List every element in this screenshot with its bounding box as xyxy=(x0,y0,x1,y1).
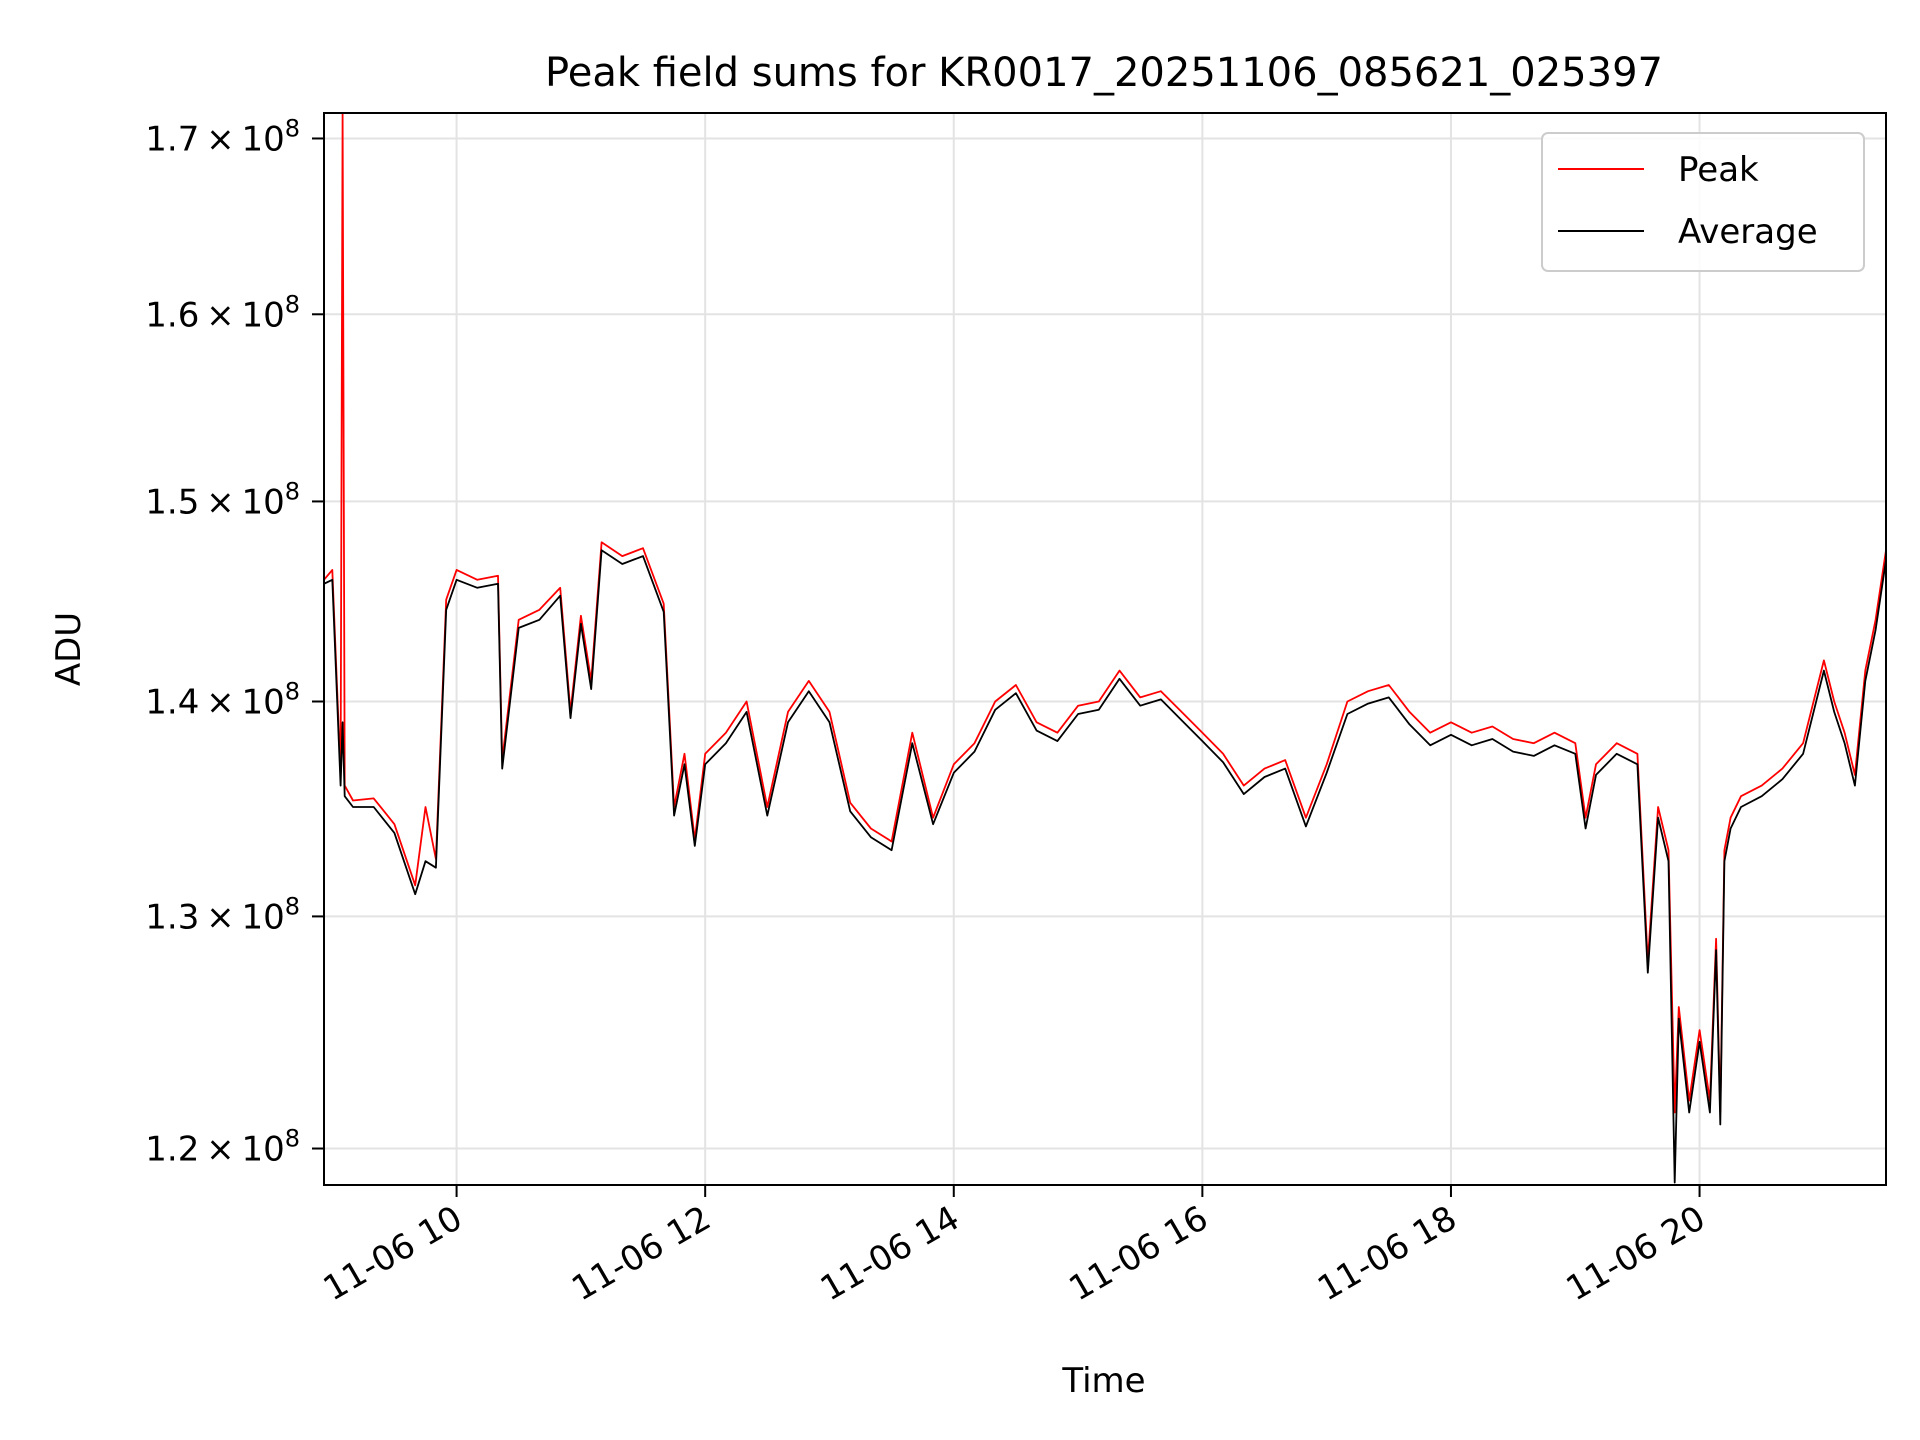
y-tick-label: 1.5 × 108 xyxy=(145,477,300,522)
legend: Peak Average xyxy=(1541,132,1865,272)
y-tick-label: 1.3 × 108 xyxy=(145,892,300,937)
y-axis: 1.2 × 108 1.3 × 108 1.4 × 108 1.5 × 108 1.6 … xyxy=(145,114,324,1170)
y-axis-label: ADU xyxy=(49,612,89,686)
x-tick-label: 11-06 14 xyxy=(814,1198,966,1309)
legend-box xyxy=(1541,132,1865,272)
y-tick-label: 1.6 × 108 xyxy=(145,290,300,335)
x-tick-label: 11-06 10 xyxy=(317,1198,469,1309)
series-line-average xyxy=(324,549,1886,1184)
x-axis-label: Time xyxy=(1061,1361,1145,1401)
grid xyxy=(324,113,1886,1185)
x-tick-label: 11-06 20 xyxy=(1560,1198,1712,1309)
series-line-peak xyxy=(324,113,1886,1114)
x-axis: 11-06 10 11-06 12 11-06 14 11-06 16 11-06 18… xyxy=(317,1185,1712,1309)
plot-frame xyxy=(323,112,1887,1186)
x-tick-label: 11-06 16 xyxy=(1062,1198,1214,1309)
x-tick-label: 11-06 18 xyxy=(1311,1198,1463,1309)
legend-label-peak: Peak xyxy=(1678,150,1759,190)
y-tick-label: 1.4 × 108 xyxy=(145,678,300,723)
x-tick-label: 11-06 12 xyxy=(565,1198,717,1309)
y-tick-label: 1.7 × 108 xyxy=(145,114,300,159)
chart-title: Peak field sums for KR0017_20251106_0856… xyxy=(545,50,1663,96)
legend-label-average: Average xyxy=(1678,212,1818,252)
y-tick-label: 1.2 × 108 xyxy=(145,1125,300,1170)
plot-lines xyxy=(324,113,1886,1184)
